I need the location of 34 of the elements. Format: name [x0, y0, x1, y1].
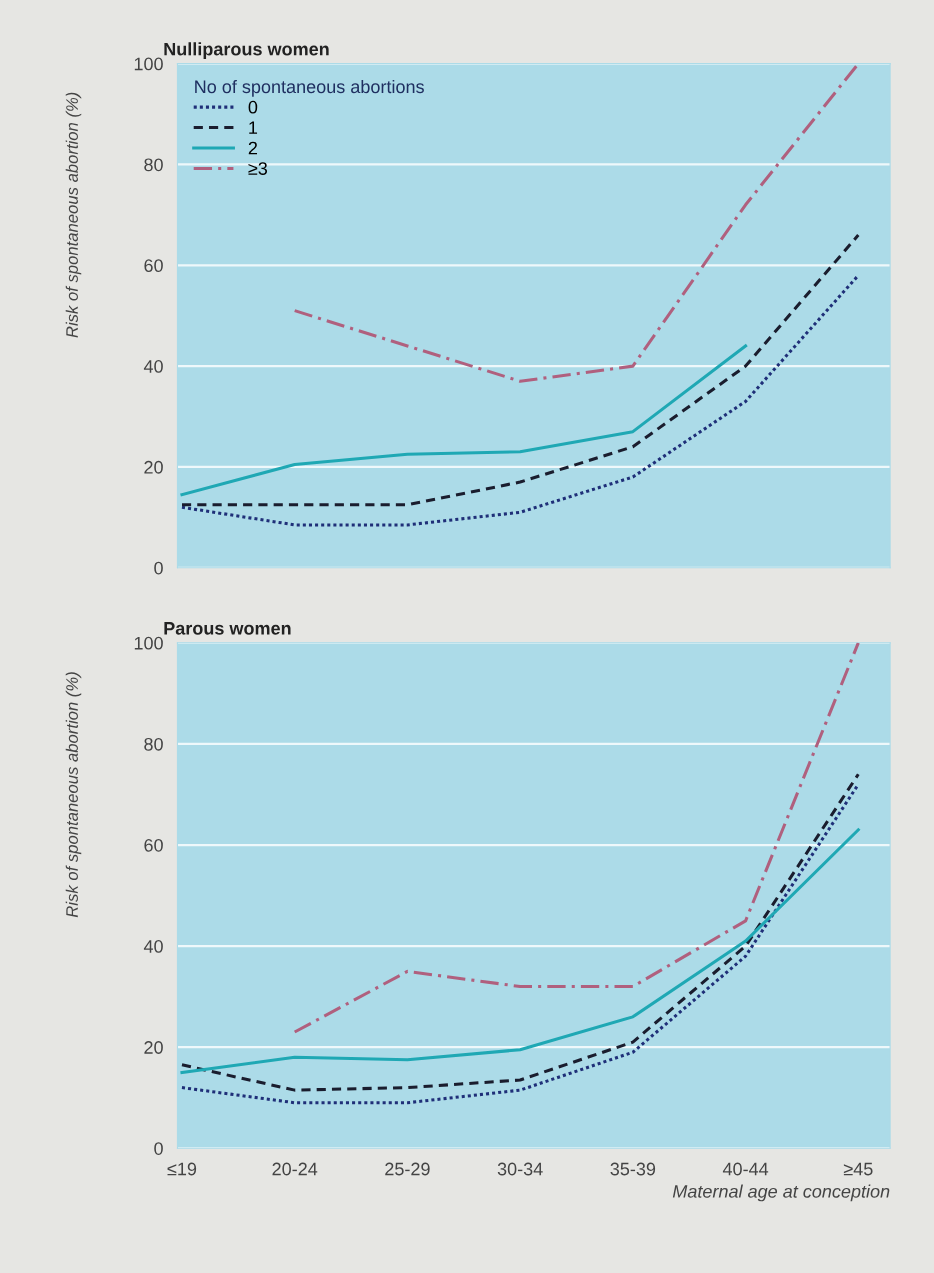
- y-tick-label: 80: [144, 158, 163, 172]
- legend-label: 2: [248, 141, 258, 155]
- x-tick-label: 20-24: [272, 1162, 318, 1176]
- y-tick-label: 60: [144, 838, 163, 852]
- y-tick-label: 100: [134, 636, 163, 650]
- y-axis-title: Risk of spontaneous abortion (%): [65, 672, 82, 918]
- y-tick-label: 0: [154, 1142, 163, 1155]
- y-tick-label: 80: [144, 737, 163, 751]
- y-tick-label: 100: [134, 57, 163, 71]
- line-series: [293, 642, 860, 1034]
- line-series: [180, 273, 860, 527]
- legend-label: 1: [249, 121, 258, 134]
- y-tick-label: 20: [144, 460, 163, 474]
- x-tick-label: 40-44: [722, 1162, 769, 1176]
- x-tick-label: ≥45: [843, 1162, 873, 1176]
- x-tick-label: 35-39: [610, 1162, 656, 1176]
- legend-label: ≥3: [248, 162, 268, 175]
- chart-title: Nulliparous women: [164, 42, 329, 60]
- y-tick-label: 60: [144, 259, 163, 273]
- y-tick-label: 40: [143, 940, 163, 953]
- line-series: [180, 344, 748, 497]
- x-tick-label: 25-29: [385, 1162, 430, 1176]
- x-tick-label: ≤19: [167, 1162, 197, 1176]
- line-series: [180, 828, 860, 1074]
- y-axis-title: Risk of spontaneous abortion (%): [65, 92, 82, 338]
- y-tick-label: 40: [143, 360, 163, 373]
- x-tick-label: 30-34: [497, 1162, 543, 1176]
- y-tick-label: 0: [154, 561, 163, 575]
- legend-label: 0: [248, 100, 258, 114]
- x-axis-title: Maternal age at conception: [672, 1184, 890, 1202]
- line-series: [180, 233, 860, 507]
- chart-title: Parous women: [164, 622, 291, 635]
- y-tick-label: 20: [144, 1041, 163, 1054]
- legend-title: No of spontaneous abortions: [195, 79, 424, 97]
